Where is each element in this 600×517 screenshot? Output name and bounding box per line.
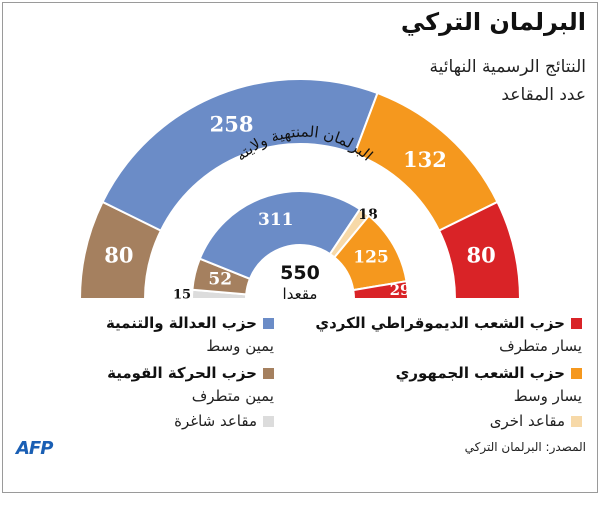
chart-frame: [2, 2, 598, 493]
legend-swatch: [571, 318, 582, 329]
legend-name: مقاعد شاغرة: [174, 412, 274, 430]
inner-ring-label-0: 15: [173, 288, 191, 303]
legend-item-other: مقاعد اخرى: [490, 412, 582, 430]
legend-swatch: [571, 368, 582, 379]
legend-swatch: [263, 368, 274, 379]
outer-ring-label-1: 258: [210, 112, 254, 137]
inner-ring-slice-5: [352, 280, 410, 300]
legend-label: حزب الشعب الجمهوري: [395, 364, 565, 382]
inner-ring-label-2: 311: [258, 210, 294, 230]
outer-ring: 80 258 132 80: [78, 78, 522, 300]
inner-ring-label-4: 125: [353, 248, 389, 268]
legend-description: يسار متطرف: [499, 337, 582, 355]
legend-item-hdp: حزب الشعب الديموقراطي الكردي يسار متطرف: [315, 314, 582, 355]
inner-ring-label-1: 52: [208, 269, 232, 289]
legend-label: حزب العدالة والتنمية: [105, 314, 257, 332]
legend-label: مقاعد شاغرة: [174, 412, 257, 430]
chart-subtitle: النتائج الرسمية النهائية: [429, 57, 586, 77]
legend-name: حزب العدالة والتنمية: [106, 314, 274, 332]
legend-label: حزب الحركة القومية: [107, 364, 257, 382]
legend-name: حزب الشعب الديموقراطي الكردي: [315, 314, 582, 332]
outer-ring-label-2: 132: [403, 147, 447, 172]
afp-logo: AFP: [16, 438, 53, 459]
legend-label: حزب الشعب الديموقراطي الكردي: [315, 314, 565, 332]
seat-total-label: مقعدا: [283, 285, 318, 303]
legend-description: يمين متطرف: [191, 387, 274, 405]
legend-item-vacant: مقاعد شاغرة: [174, 412, 274, 430]
source-note: المصدر: البرلمان التركي: [464, 440, 586, 454]
seat-total: 550: [280, 262, 320, 284]
inner-ring-slice-2: [198, 190, 362, 281]
legend-name: مقاعد اخرى: [490, 412, 582, 430]
outer-ring-label-0: 80: [104, 242, 133, 267]
legend-item-chp: حزب الشعب الجمهوري يسار وسط: [396, 364, 582, 405]
legend-label: مقاعد اخرى: [489, 412, 565, 430]
legend-description: يسار وسط: [513, 387, 582, 405]
legend-name: حزب الحركة القومية: [107, 364, 274, 382]
legend-item-akp: حزب العدالة والتنمية يمين وسط: [106, 314, 274, 355]
legend-name: حزب الشعب الجمهوري: [396, 364, 582, 382]
outer-ring-slice-3: [437, 200, 522, 300]
legend-swatch: [263, 318, 274, 329]
legend-swatch: [571, 416, 582, 427]
chart-unit: عدد المقاعد: [501, 85, 586, 105]
outer-ring-label-3: 80: [467, 242, 496, 267]
legend-description: يمين وسط: [206, 337, 274, 355]
legend-swatch: [263, 416, 274, 427]
chart-title: البرلمان التركي: [400, 8, 586, 36]
legend-item-mhp: حزب الحركة القومية يمين متطرف: [107, 364, 274, 405]
inner-ring-label-5: 29: [390, 281, 411, 299]
